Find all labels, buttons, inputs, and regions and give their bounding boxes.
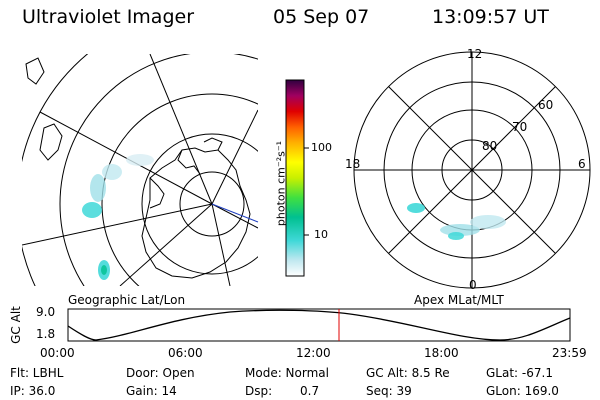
geo-caption: Geographic Lat/Lon	[68, 293, 186, 307]
mode-info: Mode: Normal	[245, 366, 329, 380]
sun-direction-line	[211, 203, 259, 223]
orbit-xtick-0000: 00:00	[40, 346, 75, 360]
mlt-dial	[353, 51, 591, 289]
time-label: 13:09:57 UT	[432, 6, 549, 28]
orbit-plot-frame	[67, 308, 571, 342]
door-info: Door: Open	[126, 366, 195, 380]
colorbar	[285, 79, 305, 277]
dsp-label: Dsp:	[245, 384, 273, 398]
orbit-xtick-2359: 23:59	[552, 346, 587, 360]
instrument-title: Ultraviolet Imager	[22, 6, 195, 28]
orbit-xtick-0600: 06:00	[168, 346, 203, 360]
mlt-label-0: 0	[469, 278, 477, 292]
date-label: 05 Sep 07	[273, 6, 370, 28]
mlat-label-60: 60	[538, 98, 554, 112]
mlat-label-80: 80	[482, 139, 498, 153]
glat-info: GLat: -67.1	[486, 366, 553, 380]
dsp-value: 0.7	[300, 384, 320, 398]
geo-grid	[22, 54, 258, 286]
orbit-xtick-1800: 18:00	[424, 346, 459, 360]
colorbar-label-100: 100	[311, 141, 332, 154]
mlt-label-12: 12	[467, 47, 483, 61]
orbit-xtick-1200: 12:00	[296, 346, 331, 360]
orbit-altitude-curve	[67, 309, 571, 341]
mlat-label-70: 70	[512, 120, 528, 134]
seq-info: Seq: 39	[366, 384, 412, 398]
glon-info: GLon: 169.0	[486, 384, 559, 398]
orbit-ytick-9: 9.0	[36, 305, 56, 319]
mlt-label-18: 18	[345, 157, 361, 171]
gc-alt-info: GC Alt: 8.5 Re	[366, 366, 450, 380]
aurora-right	[407, 203, 506, 240]
colorbar-label-10: 10	[314, 228, 328, 241]
apex-caption: Apex MLat/MLT	[414, 293, 504, 307]
mlt-label-6: 6	[578, 157, 586, 171]
aurora-left	[82, 154, 154, 280]
orbit-axis-label: GC Alt	[9, 306, 23, 344]
filter-info: Flt: LBHL	[10, 366, 64, 380]
gain-info: Gain: 14	[126, 384, 177, 398]
orbit-ytick-1-8: 1.8	[36, 327, 56, 341]
ip-info: IP: 36.0	[10, 384, 56, 398]
colorbar-unit: photon cm⁻²s⁻¹	[274, 140, 288, 227]
